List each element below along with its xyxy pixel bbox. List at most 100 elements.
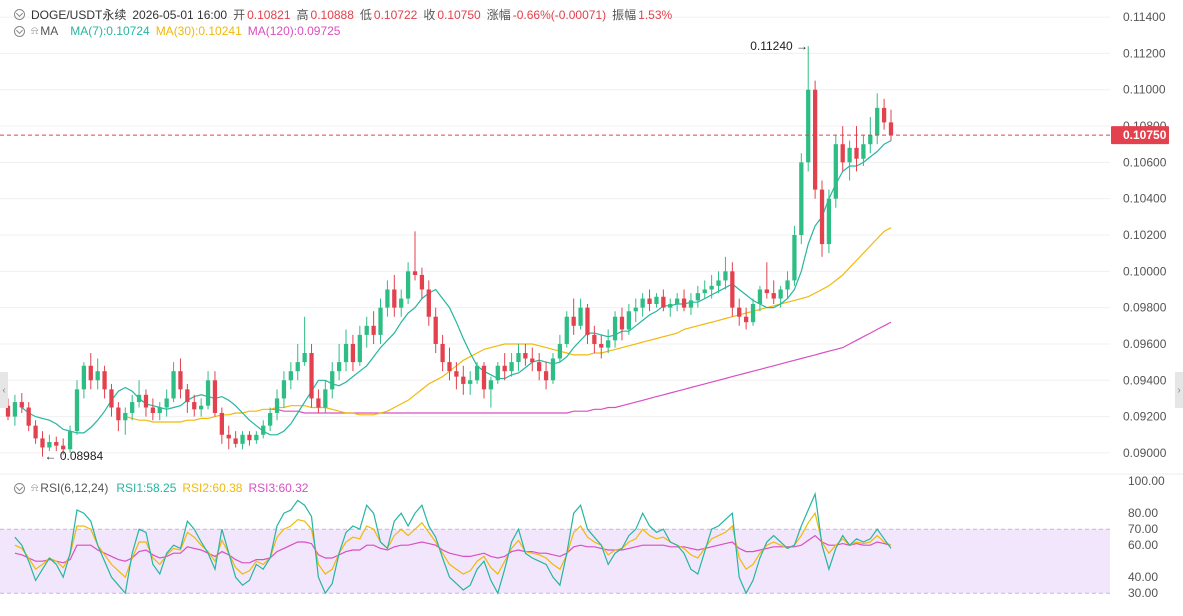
candles[interactable]	[5, 46, 894, 457]
candle-body[interactable]	[468, 380, 473, 384]
candle-body[interactable]	[350, 343, 356, 363]
candle-body[interactable]	[385, 289, 390, 308]
candle-body[interactable]	[550, 358, 556, 381]
candle-body[interactable]	[826, 198, 832, 245]
bell-icon[interactable]: ⍾	[31, 24, 39, 37]
candle-body[interactable]	[164, 398, 169, 408]
candle-body[interactable]	[812, 89, 818, 190]
candle-body[interactable]	[688, 300, 694, 308]
candle-body[interactable]	[157, 407, 162, 413]
candle-body[interactable]	[343, 343, 349, 363]
collapse-ma-icon[interactable]	[14, 25, 25, 37]
candle-body[interactable]	[819, 189, 825, 245]
candle-body[interactable]	[875, 107, 880, 136]
candle-body[interactable]	[840, 144, 845, 163]
candle-body[interactable]	[474, 365, 480, 381]
candle-body[interactable]	[336, 362, 342, 372]
candle-body[interactable]	[254, 434, 259, 441]
candle-body[interactable]	[681, 298, 687, 308]
candle-body[interactable]	[81, 365, 87, 390]
candle-body[interactable]	[888, 122, 894, 136]
candle-body[interactable]	[219, 412, 224, 435]
candle-body[interactable]	[47, 442, 52, 448]
candle-body[interactable]	[412, 271, 418, 275]
candle-body[interactable]	[74, 389, 80, 432]
candle-body[interactable]	[495, 365, 500, 381]
candle-body[interactable]	[130, 402, 135, 413]
candle-body[interactable]	[26, 407, 31, 426]
candle-body[interactable]	[861, 144, 866, 159]
rsi-bell-icon[interactable]: ⍾	[31, 481, 39, 494]
candle-body[interactable]	[750, 304, 756, 323]
candle-body[interactable]	[212, 380, 218, 413]
candle-body[interactable]	[757, 289, 763, 305]
candle-body[interactable]	[88, 365, 93, 381]
candle-body[interactable]	[261, 425, 266, 435]
candle-body[interactable]	[661, 296, 666, 308]
collapse-rsi-icon[interactable]	[14, 482, 25, 494]
candle-body[interactable]	[537, 362, 542, 372]
candle-body[interactable]	[192, 402, 197, 410]
candle-body[interactable]	[799, 162, 804, 235]
candle-body[interactable]	[509, 362, 514, 372]
candle-body[interactable]	[716, 280, 721, 286]
candle-body[interactable]	[854, 147, 859, 159]
candle-body[interactable]	[881, 107, 887, 123]
candle-body[interactable]	[543, 371, 549, 381]
candle-body[interactable]	[426, 289, 431, 317]
candle-body[interactable]	[730, 271, 735, 308]
candle-body[interactable]	[102, 371, 107, 390]
candle-body[interactable]	[5, 405, 11, 417]
candle-body[interactable]	[109, 389, 114, 408]
candle-body[interactable]	[378, 307, 383, 335]
candle-body[interactable]	[626, 311, 631, 330]
candle-body[interactable]	[171, 371, 176, 399]
symbol-label[interactable]: DOGE/USDT永续	[31, 8, 127, 22]
candle-body[interactable]	[447, 362, 452, 372]
scroll-left-arrow[interactable]: ‹	[0, 372, 8, 408]
collapse-icon[interactable]	[14, 9, 25, 20]
candle-body[interactable]	[647, 298, 652, 305]
candle-body[interactable]	[302, 353, 307, 363]
candle-body[interactable]	[240, 434, 245, 444]
candle-body[interactable]	[330, 371, 335, 390]
candle-body[interactable]	[833, 144, 838, 199]
candle-body[interactable]	[619, 316, 625, 330]
candle-body[interactable]	[571, 316, 576, 326]
candle-body[interactable]	[709, 285, 714, 290]
candle-body[interactable]	[143, 394, 149, 408]
candle-body[interactable]	[323, 389, 328, 408]
candle-body[interactable]	[371, 325, 376, 335]
candle-body[interactable]	[516, 353, 521, 363]
candle-body[interactable]	[454, 371, 459, 377]
candle-body[interactable]	[12, 402, 18, 417]
candle-body[interactable]	[226, 434, 231, 439]
candle-body[interactable]	[116, 407, 121, 421]
candle-body[interactable]	[847, 147, 852, 163]
candle-body[interactable]	[606, 340, 611, 348]
candle-body[interactable]	[288, 371, 293, 381]
candle-body[interactable]	[502, 365, 507, 372]
candle-body[interactable]	[461, 376, 466, 384]
candle-body[interactable]	[61, 445, 66, 450]
candle-body[interactable]	[19, 402, 24, 408]
candle-body[interactable]	[67, 431, 73, 450]
candle-body[interactable]	[612, 316, 618, 341]
candle-body[interactable]	[675, 298, 680, 305]
candle-body[interactable]	[309, 353, 314, 399]
candle-body[interactable]	[274, 398, 280, 413]
candle-body[interactable]	[399, 298, 404, 308]
candle-body[interactable]	[488, 380, 494, 390]
candle-body[interactable]	[281, 380, 287, 399]
candle-body[interactable]	[295, 362, 300, 372]
candle-body[interactable]	[33, 425, 38, 439]
candle-body[interactable]	[792, 235, 797, 281]
candle-body[interactable]	[123, 412, 128, 421]
candle-body[interactable]	[440, 343, 445, 363]
candle-body[interactable]	[778, 289, 783, 299]
candle-body[interactable]	[737, 307, 742, 317]
candle-body[interactable]	[185, 389, 190, 403]
candle-body[interactable]	[785, 280, 790, 290]
candle-body[interactable]	[136, 394, 142, 403]
candle-body[interactable]	[199, 405, 204, 410]
